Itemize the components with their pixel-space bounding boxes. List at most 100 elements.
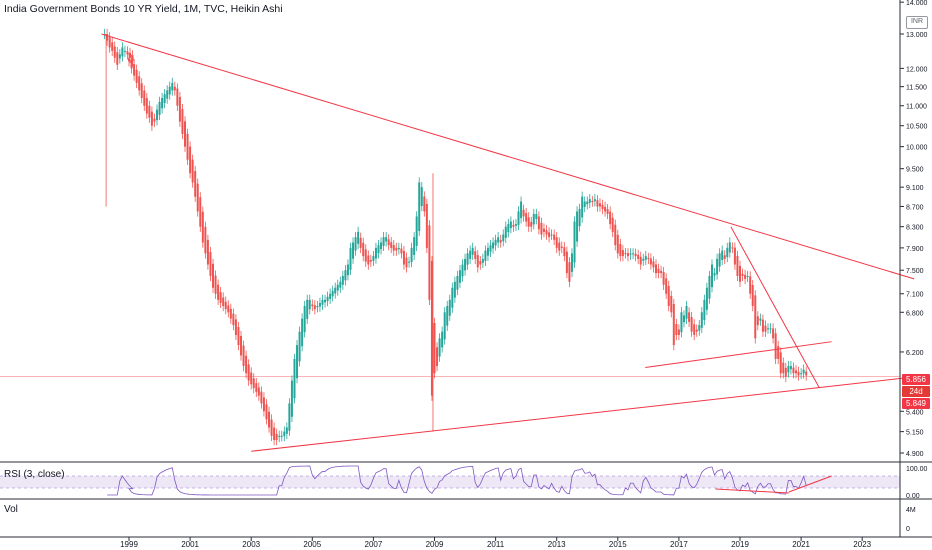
candle-body xyxy=(326,296,329,302)
candle-body xyxy=(662,271,665,285)
candle-body xyxy=(588,199,591,203)
candle-body xyxy=(423,196,426,212)
candle-body xyxy=(545,230,548,235)
candle-body xyxy=(514,224,517,226)
candle-body xyxy=(688,312,691,322)
candle-body xyxy=(377,245,380,254)
volume-title: Vol xyxy=(4,504,18,515)
candle-body xyxy=(163,94,166,104)
candle-body xyxy=(420,187,423,207)
candle-body xyxy=(573,221,576,263)
candle-body xyxy=(558,242,561,251)
candle-body xyxy=(555,237,558,248)
candle-body xyxy=(624,253,627,255)
y-tick-label: 10.000 xyxy=(906,145,928,152)
candle-body xyxy=(306,299,309,319)
candle-body xyxy=(654,264,657,274)
x-tick-label: 2001 xyxy=(181,540,199,549)
candle-body xyxy=(665,278,668,294)
candle-body xyxy=(222,297,225,307)
candle-body xyxy=(397,247,400,250)
candle-body xyxy=(285,427,288,434)
rsi-title: RSI (3, close) xyxy=(4,469,65,480)
candle-body xyxy=(469,250,472,259)
candle-body xyxy=(713,273,716,276)
candle-body xyxy=(357,231,360,244)
candle-body xyxy=(652,261,655,268)
candle-body xyxy=(626,253,629,257)
candle-body xyxy=(739,265,741,282)
candle-body xyxy=(441,331,444,348)
candle-body xyxy=(166,90,169,99)
candle-body xyxy=(303,306,306,333)
candle-body xyxy=(787,366,790,373)
candle-body xyxy=(677,329,680,335)
candle-body xyxy=(227,305,230,313)
candle-body xyxy=(578,208,581,227)
candle-body xyxy=(461,264,464,277)
x-tick-label: 2019 xyxy=(731,540,749,549)
rsi-tick-label: 0.00 xyxy=(906,493,920,500)
candle-body xyxy=(336,284,339,291)
candle-body xyxy=(408,261,411,263)
currency-badge[interactable]: INR xyxy=(906,16,928,29)
candle-body xyxy=(232,313,235,326)
y-tick-label: 10.500 xyxy=(906,124,928,131)
candle-body xyxy=(184,121,187,147)
candles xyxy=(103,28,808,446)
candle-body xyxy=(113,46,116,58)
candle-body xyxy=(726,247,729,258)
candle-body xyxy=(301,318,304,347)
candle-body xyxy=(308,299,311,310)
rsi-tick-label: 100.00 xyxy=(906,466,928,473)
candle-body xyxy=(581,196,584,218)
candle-body xyxy=(150,111,153,126)
candle-body xyxy=(789,366,792,370)
candle-body xyxy=(148,105,151,118)
candle-body xyxy=(492,242,495,249)
candle-body xyxy=(721,250,724,260)
candle-body xyxy=(474,251,477,259)
x-tick-label: 2011 xyxy=(487,540,505,549)
y-tick-label: 11.500 xyxy=(906,85,927,92)
candle-body xyxy=(130,59,133,69)
candle-body xyxy=(237,327,240,346)
candle-body xyxy=(418,182,421,231)
volume-panel: 4M 0 xyxy=(906,507,916,533)
candle-body xyxy=(334,287,337,294)
y-tick-label: 5.400 xyxy=(906,409,924,416)
y-tick-label: 7.900 xyxy=(906,246,924,253)
candle-body xyxy=(494,239,497,246)
candle-body xyxy=(504,226,507,238)
candle-body xyxy=(667,285,670,307)
candle-body xyxy=(601,204,604,209)
rsi-panel: 100.00 0.00 xyxy=(0,465,928,500)
candle-body xyxy=(270,419,273,436)
candle-body xyxy=(339,281,342,288)
candle-body xyxy=(214,275,217,294)
candle-body xyxy=(153,118,156,122)
rsi-band xyxy=(0,476,900,488)
trendline-steep-descending xyxy=(730,226,820,389)
candle-body xyxy=(756,316,759,326)
trendlines xyxy=(101,33,915,452)
candle-body xyxy=(372,256,375,261)
candle-body xyxy=(369,259,372,262)
candle-body xyxy=(698,325,701,331)
x-tick-label: 2017 xyxy=(670,540,688,549)
y-tick-label: 6.200 xyxy=(906,350,924,357)
candle-body xyxy=(405,257,408,268)
y-tick-label: 9.500 xyxy=(906,167,924,174)
candle-body xyxy=(382,237,385,246)
candle-body xyxy=(324,299,327,303)
candle-body xyxy=(535,213,538,220)
candle-body xyxy=(390,242,393,248)
candle-body xyxy=(690,317,693,332)
candle-body xyxy=(736,256,739,276)
candle-body xyxy=(797,371,800,376)
candle-body xyxy=(800,373,803,375)
candle-body xyxy=(352,242,355,259)
candle-body xyxy=(158,101,161,115)
candle-body xyxy=(637,254,640,259)
candle-body xyxy=(106,34,109,41)
